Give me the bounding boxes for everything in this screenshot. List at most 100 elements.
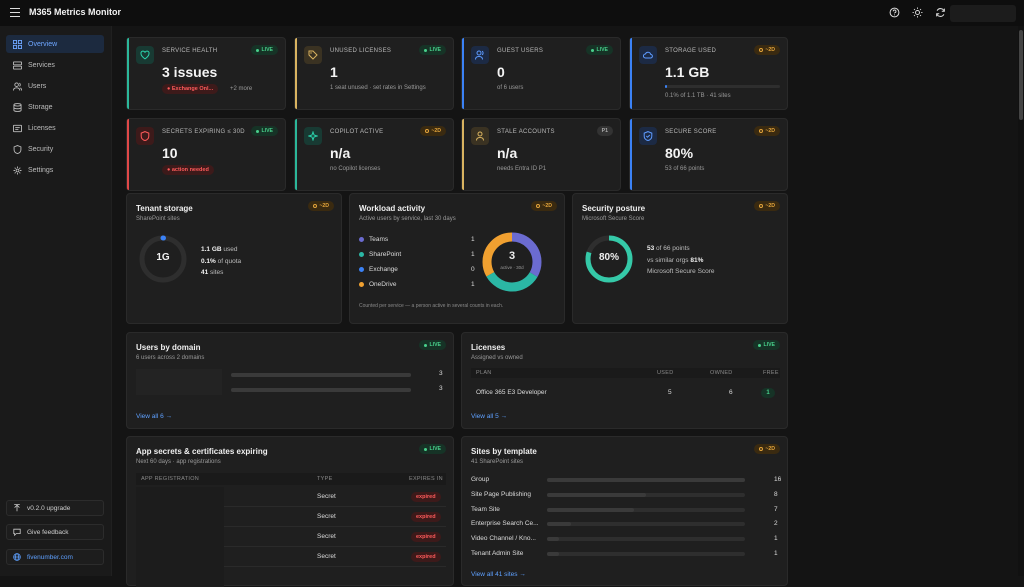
template-count: 1	[774, 535, 778, 543]
quota-label: of quota	[215, 257, 242, 265]
used-label: used	[221, 246, 238, 253]
kpi-sub: 0.1% of 1.1 TB · 41 sites	[665, 93, 731, 99]
kpi-label: GUEST USERS	[497, 48, 544, 54]
plan-badge: P1	[596, 126, 613, 136]
site-link[interactable]: fivenumber.com	[6, 549, 104, 565]
sidebar-item-security[interactable]: Security	[6, 140, 104, 158]
sidebar-item-services[interactable]: Services	[6, 56, 104, 74]
kpi-secure-score[interactable]: SECURE SCORE ~2D 80% 53 of 66 points	[629, 118, 788, 191]
stale-badge: ~2D	[754, 444, 780, 454]
kpi-copilot-active[interactable]: COPILOT ACTIVE ~2D n/a no Copilot licens…	[294, 118, 454, 191]
template-name: Team Site	[471, 505, 500, 513]
domain-bar	[231, 388, 411, 392]
template-bar-fill	[547, 552, 559, 556]
sidebar-item-overview[interactable]: Overview	[6, 35, 104, 53]
plan-owned: 6	[729, 389, 733, 396]
kpi-guest-users[interactable]: GUEST USERS LIVE 0 of 6 users	[461, 37, 621, 110]
stale-badge: ~2D	[420, 126, 446, 136]
stale-badge: ~2D	[308, 201, 334, 211]
donut-label: 1G	[156, 252, 170, 263]
feedback-button[interactable]: Give feedback	[6, 524, 104, 540]
card-title: Sites by template	[471, 447, 537, 456]
user-icon	[471, 127, 489, 145]
template-bar-fill	[547, 522, 571, 527]
upgrade-icon	[14, 504, 20, 512]
menu-icon[interactable]	[10, 8, 20, 17]
kpi-sub: needs Entra ID P1	[497, 166, 547, 172]
licenses-card: Licenses Assigned vs owned LIVE PLAN USE…	[461, 332, 788, 429]
live-badge: LIVE	[753, 340, 780, 350]
account-area[interactable]	[950, 5, 1016, 22]
service-value: 1	[471, 251, 475, 258]
card-title: Users by domain	[136, 343, 201, 352]
kpi-value: n/a	[497, 145, 518, 161]
live-badge: LIVE	[419, 45, 446, 55]
legend-dot	[359, 267, 364, 272]
upgrade-button[interactable]: v0.2.0 upgrade	[6, 500, 104, 516]
service-name: Teams	[369, 236, 389, 243]
expired-badge: expired	[411, 552, 441, 562]
kpi-label: STORAGE USED	[665, 48, 717, 54]
sidebar-item-licenses[interactable]: Licenses	[6, 119, 104, 137]
action-pill[interactable]: ● action needed	[162, 165, 214, 175]
kpi-storage-used[interactable]: STORAGE USED ~2D 1.1 GB 0.1% of 1.1 TB ·…	[629, 37, 788, 110]
kpi-service-health[interactable]: SERVICE HEALTH LIVE 3 issues ● Exchange …	[126, 37, 286, 110]
users-icon	[471, 46, 489, 64]
sites-by-template-card: Sites by template 41 SharePoint sites ~2…	[461, 436, 788, 586]
live-badge: LIVE	[251, 126, 278, 136]
free-badge: 1	[761, 388, 775, 398]
scrollbar-thumb[interactable]	[1019, 30, 1023, 120]
view-all-licenses-link[interactable]: View all 5 →	[471, 413, 508, 420]
sidebar-item-label: Overview	[28, 40, 58, 48]
sidebar-item-storage[interactable]: Storage	[6, 98, 104, 116]
kpi-secrets-expiring[interactable]: SECRETS EXPIRING ≤ 30D LIVE 10 ● action …	[126, 118, 286, 191]
more-count: +2 more	[230, 86, 253, 92]
accent-bar	[462, 119, 464, 190]
help-icon[interactable]	[889, 7, 900, 18]
col-used: USED	[657, 370, 674, 376]
accent-bar	[127, 119, 129, 190]
donut-center-label: active · 30d	[500, 265, 524, 270]
view-all-sites-link[interactable]: View all 41 sites →	[471, 571, 526, 578]
sidebar-item-label: Users	[28, 82, 47, 90]
theme-icon[interactable]	[912, 7, 923, 18]
donut-center-value: 3	[508, 250, 516, 262]
sidebar-item-label: Services	[28, 61, 55, 69]
app-secrets-card: App secrets & certificates expiring Next…	[126, 436, 454, 587]
sites-value: 41	[201, 269, 209, 276]
service-name: OneDrive	[369, 281, 397, 288]
posture-arc	[585, 235, 633, 283]
refresh-icon[interactable]	[935, 7, 946, 18]
template-name: Video Channel / Kno...	[471, 535, 536, 543]
tenant-storage-card: Tenant storage SharePoint sites ~2D 1G 1…	[126, 193, 342, 324]
legend-dot	[359, 282, 364, 287]
template-bar	[547, 478, 745, 482]
sidebar-item-users[interactable]: Users	[6, 77, 104, 95]
col-type: TYPE	[317, 476, 333, 482]
scrollbar-track[interactable]	[1018, 26, 1024, 576]
kpi-stale-accounts[interactable]: STALE ACCOUNTS P1 n/a needs Entra ID P1	[461, 118, 621, 191]
plan-name: Office 365 E3 Developer	[476, 389, 547, 396]
grid-icon	[13, 39, 22, 49]
accent-bar	[630, 119, 632, 190]
issue-pill[interactable]: ● Exchange Onl...	[162, 84, 219, 94]
view-all-users-link[interactable]: View all 6 →	[136, 413, 173, 420]
sidebar-item-label: Storage	[28, 103, 53, 111]
col-app: APP REGISTRATION	[141, 476, 200, 482]
template-name: Group	[471, 476, 490, 483]
kpi-label: SECRETS EXPIRING ≤ 30D	[162, 129, 245, 135]
score-source: Microsoft Secure Score	[647, 268, 715, 275]
heart-icon	[136, 46, 154, 64]
accent-bar	[295, 38, 297, 109]
col-owned: OWNED	[710, 370, 733, 376]
live-badge: LIVE	[419, 444, 446, 454]
sidebar-item-settings[interactable]: Settings	[6, 161, 104, 179]
top-bar: M365 Metrics Monitor	[0, 0, 1024, 26]
kpi-value: 1.1 GB	[665, 64, 710, 80]
card-title: Licenses	[471, 343, 506, 352]
workload-donut	[482, 232, 542, 292]
template-bar-fill	[547, 507, 635, 512]
kpi-unused-licenses[interactable]: UNUSED LICENSES LIVE 1 1 seat unused · s…	[294, 37, 454, 110]
table-header	[136, 473, 446, 485]
col-plan: PLAN	[476, 370, 492, 376]
